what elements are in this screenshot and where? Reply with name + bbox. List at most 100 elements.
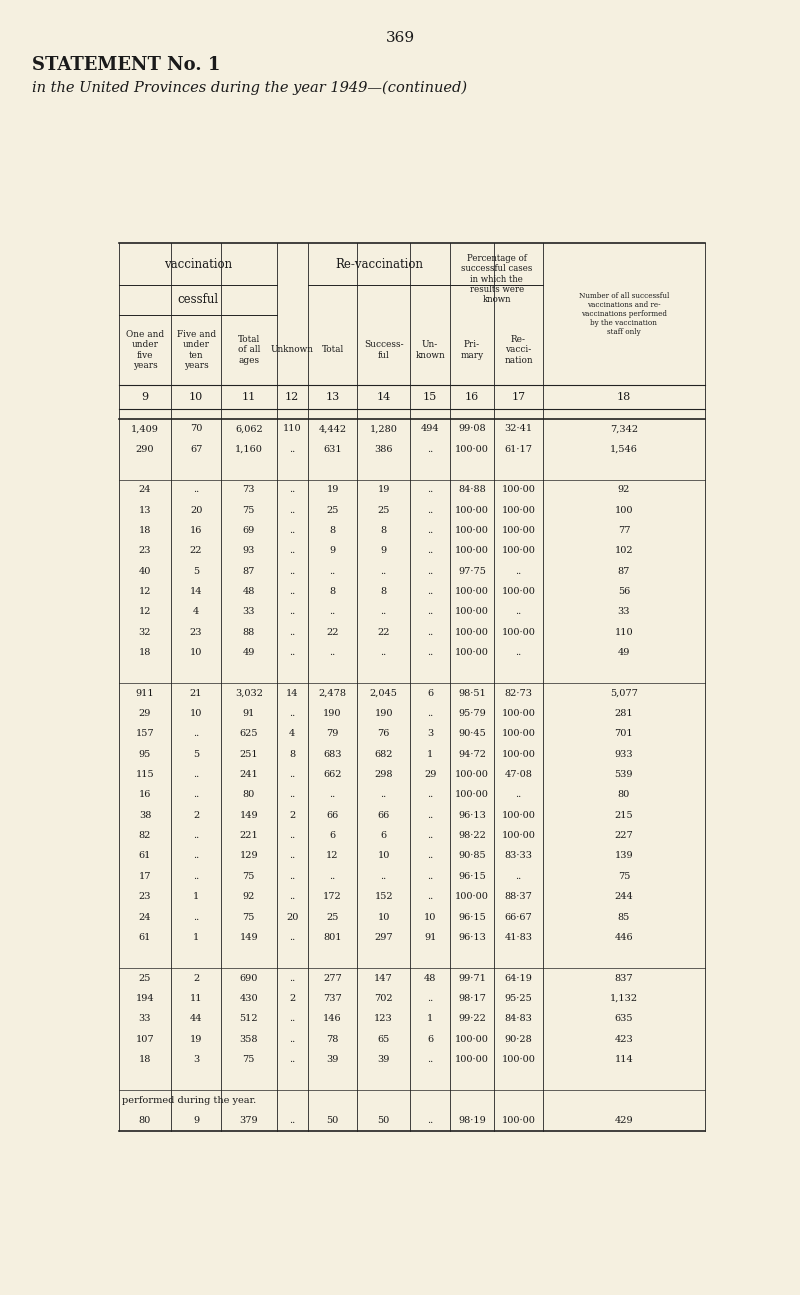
Text: ..: ..: [427, 648, 434, 657]
Text: 80: 80: [242, 790, 255, 799]
Text: 75: 75: [242, 1055, 255, 1064]
Text: 221: 221: [239, 831, 258, 840]
Text: 3,032: 3,032: [235, 689, 262, 698]
Text: 99·22: 99·22: [458, 1014, 486, 1023]
Text: 96·13: 96·13: [458, 932, 486, 941]
Text: 1,280: 1,280: [370, 425, 398, 434]
Text: 100·00: 100·00: [455, 790, 489, 799]
Text: 61: 61: [138, 932, 151, 941]
Text: One and
under
five
years: One and under five years: [126, 330, 164, 370]
Text: 107: 107: [136, 1035, 154, 1044]
Text: 61: 61: [138, 852, 151, 860]
Text: 19: 19: [190, 1035, 202, 1044]
Text: ..: ..: [289, 710, 295, 719]
Text: 98·19: 98·19: [458, 1116, 486, 1125]
Text: 683: 683: [323, 750, 342, 759]
Text: 446: 446: [614, 932, 634, 941]
Text: 2: 2: [289, 811, 295, 820]
Text: 100·00: 100·00: [455, 1035, 489, 1044]
Text: 635: 635: [614, 1014, 633, 1023]
Text: 12: 12: [138, 607, 151, 616]
Text: 22: 22: [378, 628, 390, 637]
Text: ..: ..: [381, 607, 386, 616]
Text: 1,409: 1,409: [131, 425, 159, 434]
Text: 92: 92: [242, 892, 255, 901]
Text: 2,045: 2,045: [370, 689, 398, 698]
Text: 25: 25: [326, 913, 338, 922]
Text: 41·83: 41·83: [505, 932, 533, 941]
Text: 3: 3: [193, 1055, 199, 1064]
Text: 82·73: 82·73: [505, 689, 533, 698]
Text: 76: 76: [378, 729, 390, 738]
Text: 100·00: 100·00: [502, 811, 535, 820]
Text: ..: ..: [193, 729, 199, 738]
Text: ..: ..: [289, 974, 295, 983]
Text: 17: 17: [511, 391, 526, 401]
Text: 98·17: 98·17: [458, 993, 486, 1002]
Text: ..: ..: [289, 852, 295, 860]
Text: ..: ..: [427, 526, 434, 535]
Text: ..: ..: [515, 648, 522, 657]
Text: 66: 66: [378, 811, 390, 820]
Text: 190: 190: [323, 710, 342, 719]
Text: 85: 85: [618, 913, 630, 922]
Text: 13: 13: [138, 505, 151, 514]
Text: 100·00: 100·00: [502, 628, 535, 637]
Text: 99·71: 99·71: [458, 974, 486, 983]
Text: 139: 139: [614, 852, 634, 860]
Text: 19: 19: [378, 486, 390, 495]
Text: 90·28: 90·28: [505, 1035, 532, 1044]
Text: 152: 152: [374, 892, 393, 901]
Text: ..: ..: [330, 648, 336, 657]
Text: 701: 701: [614, 729, 634, 738]
Text: in the United Provinces during the year 1949—(continued): in the United Provinces during the year …: [32, 80, 467, 95]
Text: ..: ..: [289, 648, 295, 657]
Text: 8: 8: [330, 587, 335, 596]
Text: 49: 49: [242, 648, 255, 657]
Text: performed during the year.: performed during the year.: [122, 1096, 256, 1105]
Text: 702: 702: [374, 993, 393, 1002]
Text: ..: ..: [289, 790, 295, 799]
Text: ..: ..: [193, 790, 199, 799]
Text: ..: ..: [193, 913, 199, 922]
Text: 83·33: 83·33: [505, 852, 533, 860]
Text: 1,132: 1,132: [610, 993, 638, 1002]
Text: 20: 20: [190, 505, 202, 514]
Text: 129: 129: [239, 852, 258, 860]
Text: 1: 1: [193, 932, 199, 941]
Text: ..: ..: [289, 831, 295, 840]
Text: 98·51: 98·51: [458, 689, 486, 698]
Text: 625: 625: [239, 729, 258, 738]
Text: Five and
under
ten
years: Five and under ten years: [177, 330, 216, 370]
Text: 4: 4: [289, 729, 295, 738]
Text: 18: 18: [138, 526, 151, 535]
Text: ..: ..: [289, 526, 295, 535]
Text: 79: 79: [326, 729, 338, 738]
Text: 100·00: 100·00: [502, 587, 535, 596]
Text: 75: 75: [242, 505, 255, 514]
Text: 16: 16: [465, 391, 479, 401]
Text: 67: 67: [190, 444, 202, 453]
Text: ..: ..: [289, 546, 295, 556]
Text: 10: 10: [424, 913, 436, 922]
Text: 100·00: 100·00: [455, 771, 489, 780]
Text: 39: 39: [326, 1055, 338, 1064]
Text: 23: 23: [138, 546, 151, 556]
Text: 75: 75: [242, 872, 255, 881]
Text: 430: 430: [239, 993, 258, 1002]
Text: 114: 114: [614, 1055, 634, 1064]
Text: ..: ..: [427, 444, 434, 453]
Text: 29: 29: [138, 710, 151, 719]
Text: 1,546: 1,546: [610, 444, 638, 453]
Text: 194: 194: [136, 993, 154, 1002]
Text: 110: 110: [614, 628, 634, 637]
Text: 100·00: 100·00: [455, 892, 489, 901]
Text: 4,442: 4,442: [318, 425, 346, 434]
Text: 8: 8: [381, 587, 386, 596]
Text: 172: 172: [323, 892, 342, 901]
Text: ..: ..: [427, 790, 434, 799]
Text: 23: 23: [190, 628, 202, 637]
Text: 1: 1: [427, 1014, 434, 1023]
Text: 61·17: 61·17: [505, 444, 533, 453]
Text: ..: ..: [289, 444, 295, 453]
